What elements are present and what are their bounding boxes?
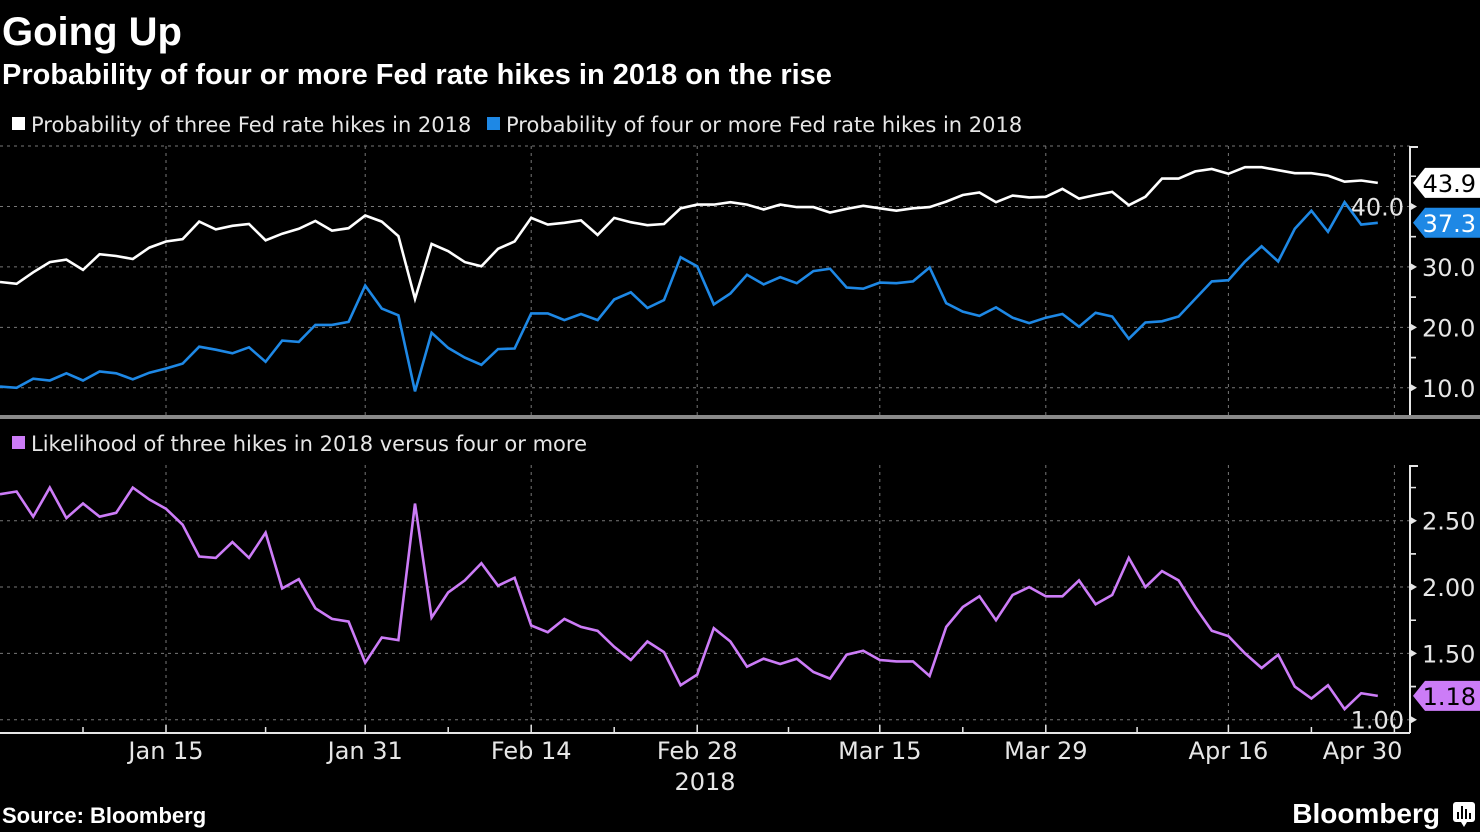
brand-wordmark: Bloomberg xyxy=(1292,798,1440,829)
x-axis-ticks: Jan 15 Jan 31 Feb 14 Feb 28 Mar 15 Mar 29 Apr … xyxy=(82,725,1403,765)
x-tick-label: Apr 16 xyxy=(1189,737,1269,765)
last-value-tag-bg xyxy=(1413,167,1480,198)
last-value-tag-bg xyxy=(1413,207,1480,238)
y-major-tick xyxy=(1410,202,1417,211)
x-tick-label: Jan 31 xyxy=(326,737,403,765)
gridlines xyxy=(0,145,1410,733)
last-value-tag: 43.9 xyxy=(1413,167,1480,198)
bloomberg-chart-icon xyxy=(1453,802,1475,827)
chart-title: Going Up xyxy=(2,10,182,54)
y-tick-label: 30.0 xyxy=(1422,254,1475,282)
legend-label-four-hikes: Probability of four or more Fed rate hik… xyxy=(506,113,1022,137)
legend-label-ratio: Likelihood of three hikes in 2018 versus… xyxy=(31,432,587,456)
x-axis-year-label: 2018 xyxy=(674,768,735,796)
x-tick-label: Feb 14 xyxy=(491,737,572,765)
y-major-tick xyxy=(1410,583,1417,592)
y-tick-label: 40.0 xyxy=(1351,193,1404,221)
chart-subtitle: Probability of four or more Fed rate hik… xyxy=(2,59,832,91)
last-value-tag: 1.18 xyxy=(1413,680,1480,711)
legend-swatch-ratio xyxy=(12,436,25,449)
legend-swatch-four-hikes xyxy=(487,117,500,130)
legend-label-three-hikes: Probability of three Fed rate hikes in 2… xyxy=(31,113,471,137)
y-major-tick xyxy=(1410,516,1417,525)
last-value-tags: 43.9 37.3 1.18 xyxy=(1413,167,1480,711)
bloomberg-logo: Bloomberg xyxy=(1292,798,1475,829)
last-value-label: 1.18 xyxy=(1423,683,1476,711)
x-tick-label: Apr 30 xyxy=(1323,737,1403,765)
series-line-three-hikes xyxy=(0,165,1378,304)
y-major-tick xyxy=(1410,649,1417,658)
y-tick-label: 2.00 xyxy=(1422,574,1475,602)
y-tick-label: 10.0 xyxy=(1422,375,1475,403)
source-note: Source: Bloomberg xyxy=(2,803,206,828)
panel-divider xyxy=(0,415,1480,419)
legend-top: Probability of three Fed rate hikes in 2… xyxy=(12,113,1022,137)
y-major-tick xyxy=(1410,383,1417,392)
last-value-tag: 37.3 xyxy=(1413,207,1480,238)
y-tick-label: 20.0 xyxy=(1422,314,1475,342)
y-major-tick xyxy=(1410,323,1417,332)
axes: 10.0 20.0 30.0 40.0 1.00 1.50 2.00 2.50 xyxy=(0,146,1475,735)
y-major-tick xyxy=(1410,262,1417,271)
legend-bottom: Likelihood of three hikes in 2018 versus… xyxy=(12,432,587,456)
last-value-label: 37.3 xyxy=(1423,210,1476,238)
y-tick-label: 1.50 xyxy=(1422,640,1475,668)
y-tick-label: 2.50 xyxy=(1422,508,1475,536)
y-tick-label: 1.00 xyxy=(1351,707,1404,735)
series-line-ratio xyxy=(0,484,1379,712)
legend-swatch-three-hikes xyxy=(12,117,25,130)
series-line-four-hikes xyxy=(0,199,1378,392)
series-lines xyxy=(0,165,1379,712)
x-tick-label: Mar 29 xyxy=(1004,737,1087,765)
x-tick-label: Jan 15 xyxy=(126,737,203,765)
x-tick-label: Mar 15 xyxy=(838,737,921,765)
last-value-tag-bg xyxy=(1413,680,1480,711)
last-value-label: 43.9 xyxy=(1423,170,1476,198)
x-tick-label: Feb 28 xyxy=(657,737,738,765)
y-major-tick xyxy=(1410,715,1417,724)
